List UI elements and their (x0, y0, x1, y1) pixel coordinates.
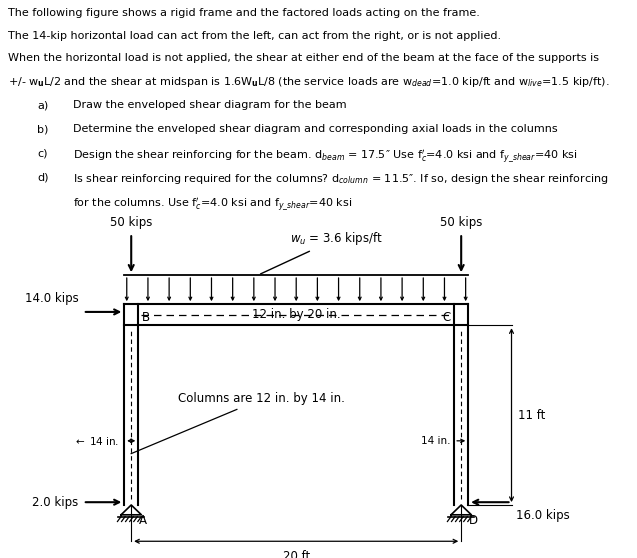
Text: Draw the enveloped shear diagram for the beam: Draw the enveloped shear diagram for the… (73, 100, 347, 110)
Text: The following figure shows a rigid frame and the factored loads acting on the fr: The following figure shows a rigid frame… (8, 8, 480, 18)
Text: C: C (443, 311, 451, 324)
Text: 50 kips: 50 kips (440, 216, 482, 229)
Text: 12 in. by 20 in.: 12 in. by 20 in. (252, 308, 341, 321)
Text: D: D (469, 514, 478, 527)
Text: a): a) (37, 100, 48, 110)
Text: B: B (141, 311, 150, 324)
Text: for the columns. Use f$^{\prime}_{c}$=4.0 ksi and f$_{y\_shear}$=40 ksi: for the columns. Use f$^{\prime}_{c}$=4.… (73, 196, 352, 213)
Text: Is shear reinforcing required for the columns? d$_{column}$ = 11.5″. If so, desi: Is shear reinforcing required for the co… (73, 172, 609, 186)
Text: 2.0 kips: 2.0 kips (32, 496, 78, 509)
Text: 14 in.: 14 in. (422, 436, 451, 446)
Text: 20 ft: 20 ft (283, 550, 310, 558)
Text: Determine the enveloped shear diagram and corresponding axial loads in the colum: Determine the enveloped shear diagram an… (73, 124, 558, 134)
Text: The 14-kip horizontal load can act from the left, can act from the right, or is : The 14-kip horizontal load can act from … (8, 31, 501, 41)
Text: A: A (139, 514, 147, 527)
Text: 11 ft: 11 ft (518, 408, 545, 422)
Text: 50 kips: 50 kips (110, 216, 152, 229)
Text: Columns are 12 in. by 14 in.: Columns are 12 in. by 14 in. (131, 392, 345, 454)
Text: When the horizontal load is not applied, the shear at either end of the beam at : When the horizontal load is not applied,… (8, 53, 599, 63)
Text: Design the shear reinforcing for the beam. d$_{beam}$ = 17.5″ Use f$^{\prime}_{c: Design the shear reinforcing for the bea… (73, 148, 578, 165)
Text: +/- w$_{\mathbf{u}}$L/2 and the shear at midspan is 1.6W$_{\mathbf{u}}$L/8 (the : +/- w$_{\mathbf{u}}$L/2 and the shear at… (8, 75, 609, 89)
Text: $\leftarrow$ 14 in.: $\leftarrow$ 14 in. (73, 435, 119, 447)
Text: 16.0 kips: 16.0 kips (516, 509, 569, 522)
Text: b): b) (37, 124, 48, 134)
Text: d): d) (37, 172, 48, 182)
Text: 14.0 kips: 14.0 kips (25, 292, 78, 305)
Text: c): c) (37, 148, 47, 158)
Text: $w_u$ = 3.6 kips/ft: $w_u$ = 3.6 kips/ft (261, 230, 383, 274)
